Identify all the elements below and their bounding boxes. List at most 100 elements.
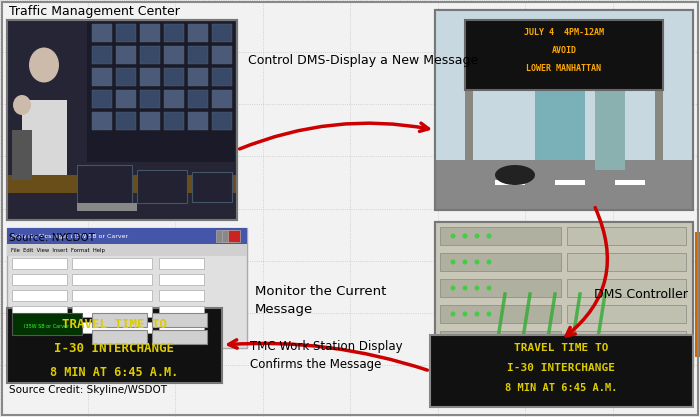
FancyBboxPatch shape: [140, 24, 160, 42]
Ellipse shape: [451, 311, 456, 317]
FancyBboxPatch shape: [12, 313, 82, 335]
FancyBboxPatch shape: [159, 306, 204, 317]
Ellipse shape: [486, 259, 491, 264]
FancyBboxPatch shape: [92, 330, 147, 344]
FancyBboxPatch shape: [436, 160, 692, 209]
FancyBboxPatch shape: [188, 46, 208, 64]
FancyBboxPatch shape: [435, 222, 693, 367]
FancyBboxPatch shape: [440, 331, 561, 349]
FancyBboxPatch shape: [212, 68, 232, 86]
FancyBboxPatch shape: [152, 330, 207, 344]
Ellipse shape: [451, 259, 456, 264]
Ellipse shape: [451, 234, 456, 239]
FancyBboxPatch shape: [216, 230, 228, 242]
FancyBboxPatch shape: [7, 228, 247, 244]
FancyBboxPatch shape: [440, 227, 561, 245]
FancyBboxPatch shape: [465, 20, 663, 90]
FancyBboxPatch shape: [567, 331, 686, 349]
FancyBboxPatch shape: [72, 306, 152, 317]
Text: Traffic Management Center: Traffic Management Center: [9, 5, 180, 18]
FancyBboxPatch shape: [567, 253, 686, 271]
FancyBboxPatch shape: [567, 227, 686, 245]
FancyBboxPatch shape: [8, 175, 236, 193]
FancyBboxPatch shape: [440, 305, 561, 323]
FancyBboxPatch shape: [192, 172, 232, 202]
FancyBboxPatch shape: [435, 10, 693, 210]
FancyBboxPatch shape: [140, 46, 160, 64]
Text: TRAVEL TIME TO: TRAVEL TIME TO: [62, 318, 167, 331]
Ellipse shape: [463, 311, 468, 317]
FancyBboxPatch shape: [7, 20, 237, 220]
FancyBboxPatch shape: [92, 313, 147, 327]
Ellipse shape: [495, 165, 535, 185]
FancyBboxPatch shape: [159, 274, 204, 285]
FancyBboxPatch shape: [7, 308, 222, 383]
FancyBboxPatch shape: [440, 279, 561, 297]
FancyBboxPatch shape: [159, 290, 204, 301]
FancyBboxPatch shape: [12, 306, 67, 317]
FancyBboxPatch shape: [495, 180, 525, 185]
Text: Control DMS-Display a New Message: Control DMS-Display a New Message: [248, 53, 478, 66]
FancyBboxPatch shape: [140, 112, 160, 130]
FancyBboxPatch shape: [137, 170, 187, 203]
Text: File  Edit  View  Insert  Format  Help: File Edit View Insert Format Help: [11, 248, 105, 253]
FancyBboxPatch shape: [188, 90, 208, 108]
Text: Source: NYCDOT: Source: NYCDOT: [9, 233, 95, 243]
Ellipse shape: [463, 286, 468, 291]
FancyBboxPatch shape: [92, 90, 112, 108]
Text: I-30 INTERCHANGE: I-30 INTERCHANGE: [54, 342, 174, 355]
FancyBboxPatch shape: [615, 180, 645, 185]
FancyBboxPatch shape: [116, 24, 136, 42]
Ellipse shape: [475, 286, 480, 291]
FancyBboxPatch shape: [7, 228, 247, 348]
FancyBboxPatch shape: [87, 22, 235, 162]
FancyBboxPatch shape: [72, 322, 152, 333]
FancyBboxPatch shape: [12, 290, 67, 301]
FancyBboxPatch shape: [116, 112, 136, 130]
FancyBboxPatch shape: [212, 90, 232, 108]
FancyBboxPatch shape: [72, 274, 152, 285]
FancyBboxPatch shape: [116, 90, 136, 108]
Text: 8 MIN AT 6:45 A.M.: 8 MIN AT 6:45 A.M.: [50, 366, 178, 379]
Text: I35W SB or Carver: I35W SB or Carver: [25, 324, 69, 329]
FancyBboxPatch shape: [535, 40, 585, 160]
Ellipse shape: [475, 311, 480, 317]
FancyBboxPatch shape: [152, 313, 207, 327]
Ellipse shape: [475, 337, 480, 342]
FancyBboxPatch shape: [436, 223, 692, 366]
Text: Source Credit: Skyline/WSDOT: Source Credit: Skyline/WSDOT: [9, 385, 167, 395]
FancyBboxPatch shape: [440, 253, 561, 271]
FancyBboxPatch shape: [655, 70, 663, 160]
FancyBboxPatch shape: [12, 274, 67, 285]
Ellipse shape: [463, 259, 468, 264]
FancyBboxPatch shape: [164, 24, 184, 42]
FancyBboxPatch shape: [159, 322, 204, 333]
Text: Monitor the Current
Message: Monitor the Current Message: [255, 285, 386, 316]
FancyBboxPatch shape: [77, 165, 132, 203]
Ellipse shape: [451, 286, 456, 291]
Ellipse shape: [475, 234, 480, 239]
FancyBboxPatch shape: [116, 68, 136, 86]
FancyBboxPatch shape: [72, 290, 152, 301]
FancyBboxPatch shape: [212, 46, 232, 64]
FancyBboxPatch shape: [140, 90, 160, 108]
FancyBboxPatch shape: [228, 230, 240, 242]
FancyBboxPatch shape: [164, 90, 184, 108]
Text: DMS Controller: DMS Controller: [594, 287, 688, 301]
FancyBboxPatch shape: [12, 322, 67, 333]
Ellipse shape: [451, 337, 456, 342]
FancyBboxPatch shape: [436, 11, 692, 209]
FancyBboxPatch shape: [12, 130, 32, 180]
Ellipse shape: [463, 337, 468, 342]
Text: AVOID: AVOID: [552, 46, 577, 55]
FancyBboxPatch shape: [465, 70, 473, 160]
FancyBboxPatch shape: [159, 258, 204, 269]
FancyBboxPatch shape: [567, 305, 686, 323]
FancyBboxPatch shape: [12, 258, 67, 269]
Ellipse shape: [486, 286, 491, 291]
FancyBboxPatch shape: [92, 24, 112, 42]
Ellipse shape: [29, 48, 59, 83]
FancyBboxPatch shape: [465, 70, 663, 78]
FancyBboxPatch shape: [164, 46, 184, 64]
FancyBboxPatch shape: [430, 335, 693, 407]
